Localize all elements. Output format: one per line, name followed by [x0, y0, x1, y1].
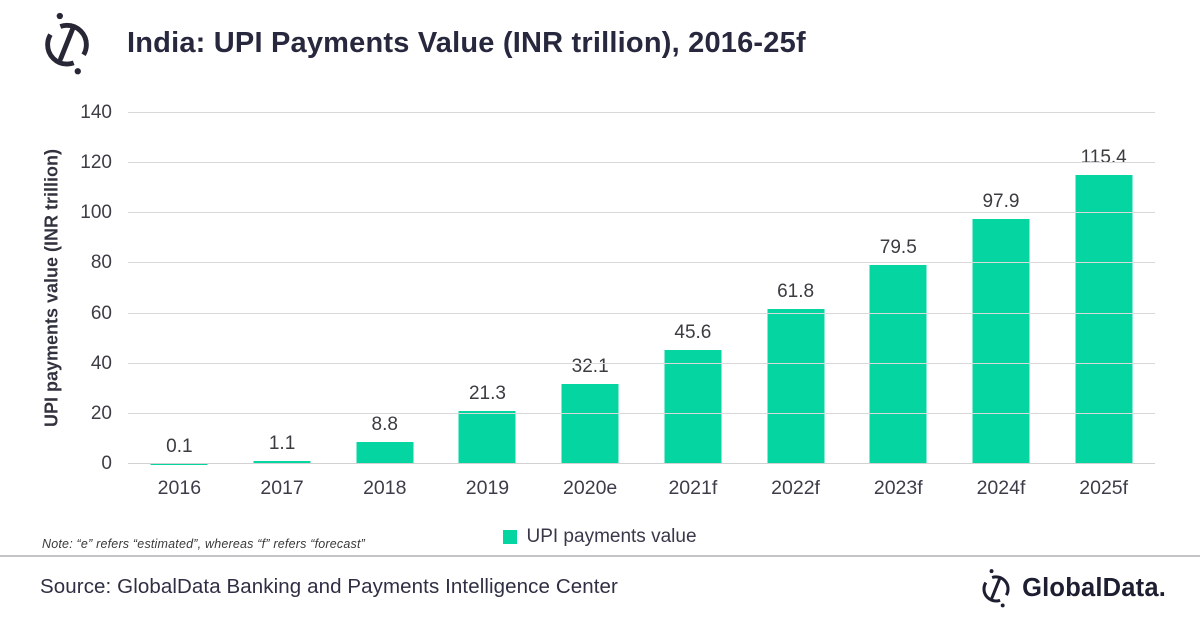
legend-swatch-icon [503, 530, 518, 544]
y-axis-ticks: 0 20 40 60 80 100 120 140 [0, 102, 112, 474]
bar-slot: 32.1 [539, 113, 642, 464]
gridline [128, 412, 1155, 414]
bar-slot: 8.8 [333, 113, 436, 464]
bar-value-label: 61.8 [777, 281, 815, 303]
legend: UPI payments value [0, 526, 1200, 548]
gridline [128, 212, 1155, 214]
bar-value-label: 1.1 [268, 433, 296, 455]
bar-slot: 79.5 [847, 113, 950, 464]
gridline [128, 262, 1155, 264]
bar [561, 383, 619, 464]
bar-value-label: 0.1 [166, 435, 193, 457]
bar-slot: 61.8 [744, 113, 847, 464]
x-axis-label: 2016 [157, 477, 202, 499]
bar [869, 264, 927, 464]
bar-slot: 1.1 [231, 113, 334, 464]
y-tick-label: 0 [101, 453, 112, 474]
page-title: India: UPI Payments Value (INR trillion)… [127, 27, 806, 59]
bar [458, 410, 516, 464]
y-tick-label: 120 [80, 152, 112, 174]
bar [1075, 174, 1133, 464]
y-tick-label: 100 [80, 202, 112, 224]
bar-value-label: 32.1 [571, 355, 609, 377]
x-axis-label: 2022f [771, 477, 820, 499]
bar-value-label: 115.4 [1080, 146, 1127, 168]
x-axis-label: 2018 [363, 477, 407, 499]
bars-row: 0.1 1.1 8.8 21.3 32.1 45.6 61.8 79.5 97.9 115.4 [128, 113, 1155, 464]
bar [664, 349, 722, 464]
x-axis-label: 2019 [465, 477, 510, 499]
bar [767, 309, 825, 464]
bar-slot: 0.1 [128, 113, 231, 464]
bar-value-label: 79.5 [879, 236, 917, 258]
brand-lockup: GlobalData. [978, 565, 1166, 611]
gridline [128, 362, 1155, 364]
x-axis-label: 2024f [976, 477, 1026, 499]
bar [253, 461, 311, 464]
y-tick-label: 140 [80, 102, 112, 123]
x-axis-label: 2020e [563, 477, 618, 499]
bar-value-label: 97.9 [982, 190, 1020, 212]
y-tick-label: 60 [90, 302, 112, 324]
gridline [128, 162, 1155, 164]
x-axis-label: 2021f [668, 477, 718, 499]
footnote: Note: “e” refers “estimated”, whereas “f… [42, 537, 365, 551]
x-axis-line [128, 463, 1155, 464]
bar-slot: 45.6 [642, 113, 745, 464]
bar-slot: 115.4 [1052, 113, 1155, 464]
source-attribution: Source: GlobalData Banking and Payments … [40, 575, 618, 598]
bar-value-label: 45.6 [674, 321, 712, 343]
x-axis-label: 2025f [1079, 477, 1129, 499]
bar [972, 218, 1030, 464]
y-tick-label: 80 [90, 252, 112, 274]
bar-slot: 21.3 [436, 113, 539, 464]
x-axis-labels: 2016 2017 2018 2019 2020e 2021f 2022f 2023f 2024… [128, 477, 1155, 500]
x-axis-label: 2023f [873, 477, 923, 499]
bar-slot: 97.9 [950, 113, 1053, 464]
y-tick-label: 40 [90, 352, 112, 374]
brand-wordmark: GlobalData. [1022, 573, 1166, 602]
globaldata-logo-icon [45, 12, 89, 75]
plot-area: 0.1 1.1 8.8 21.3 32.1 45.6 61.8 79.5 97.9 115.4 [128, 112, 1155, 464]
legend-label: UPI payments value [526, 526, 697, 547]
x-axis-label: 2017 [260, 477, 304, 499]
bar-value-label: 8.8 [371, 413, 398, 435]
bar-value-label: 21.3 [468, 382, 506, 404]
footer-divider [0, 555, 1200, 557]
gridline [128, 112, 1155, 113]
y-tick-label: 20 [90, 402, 112, 424]
globaldata-logo-icon [982, 568, 1010, 607]
bar [356, 441, 414, 464]
gridline [128, 312, 1155, 314]
